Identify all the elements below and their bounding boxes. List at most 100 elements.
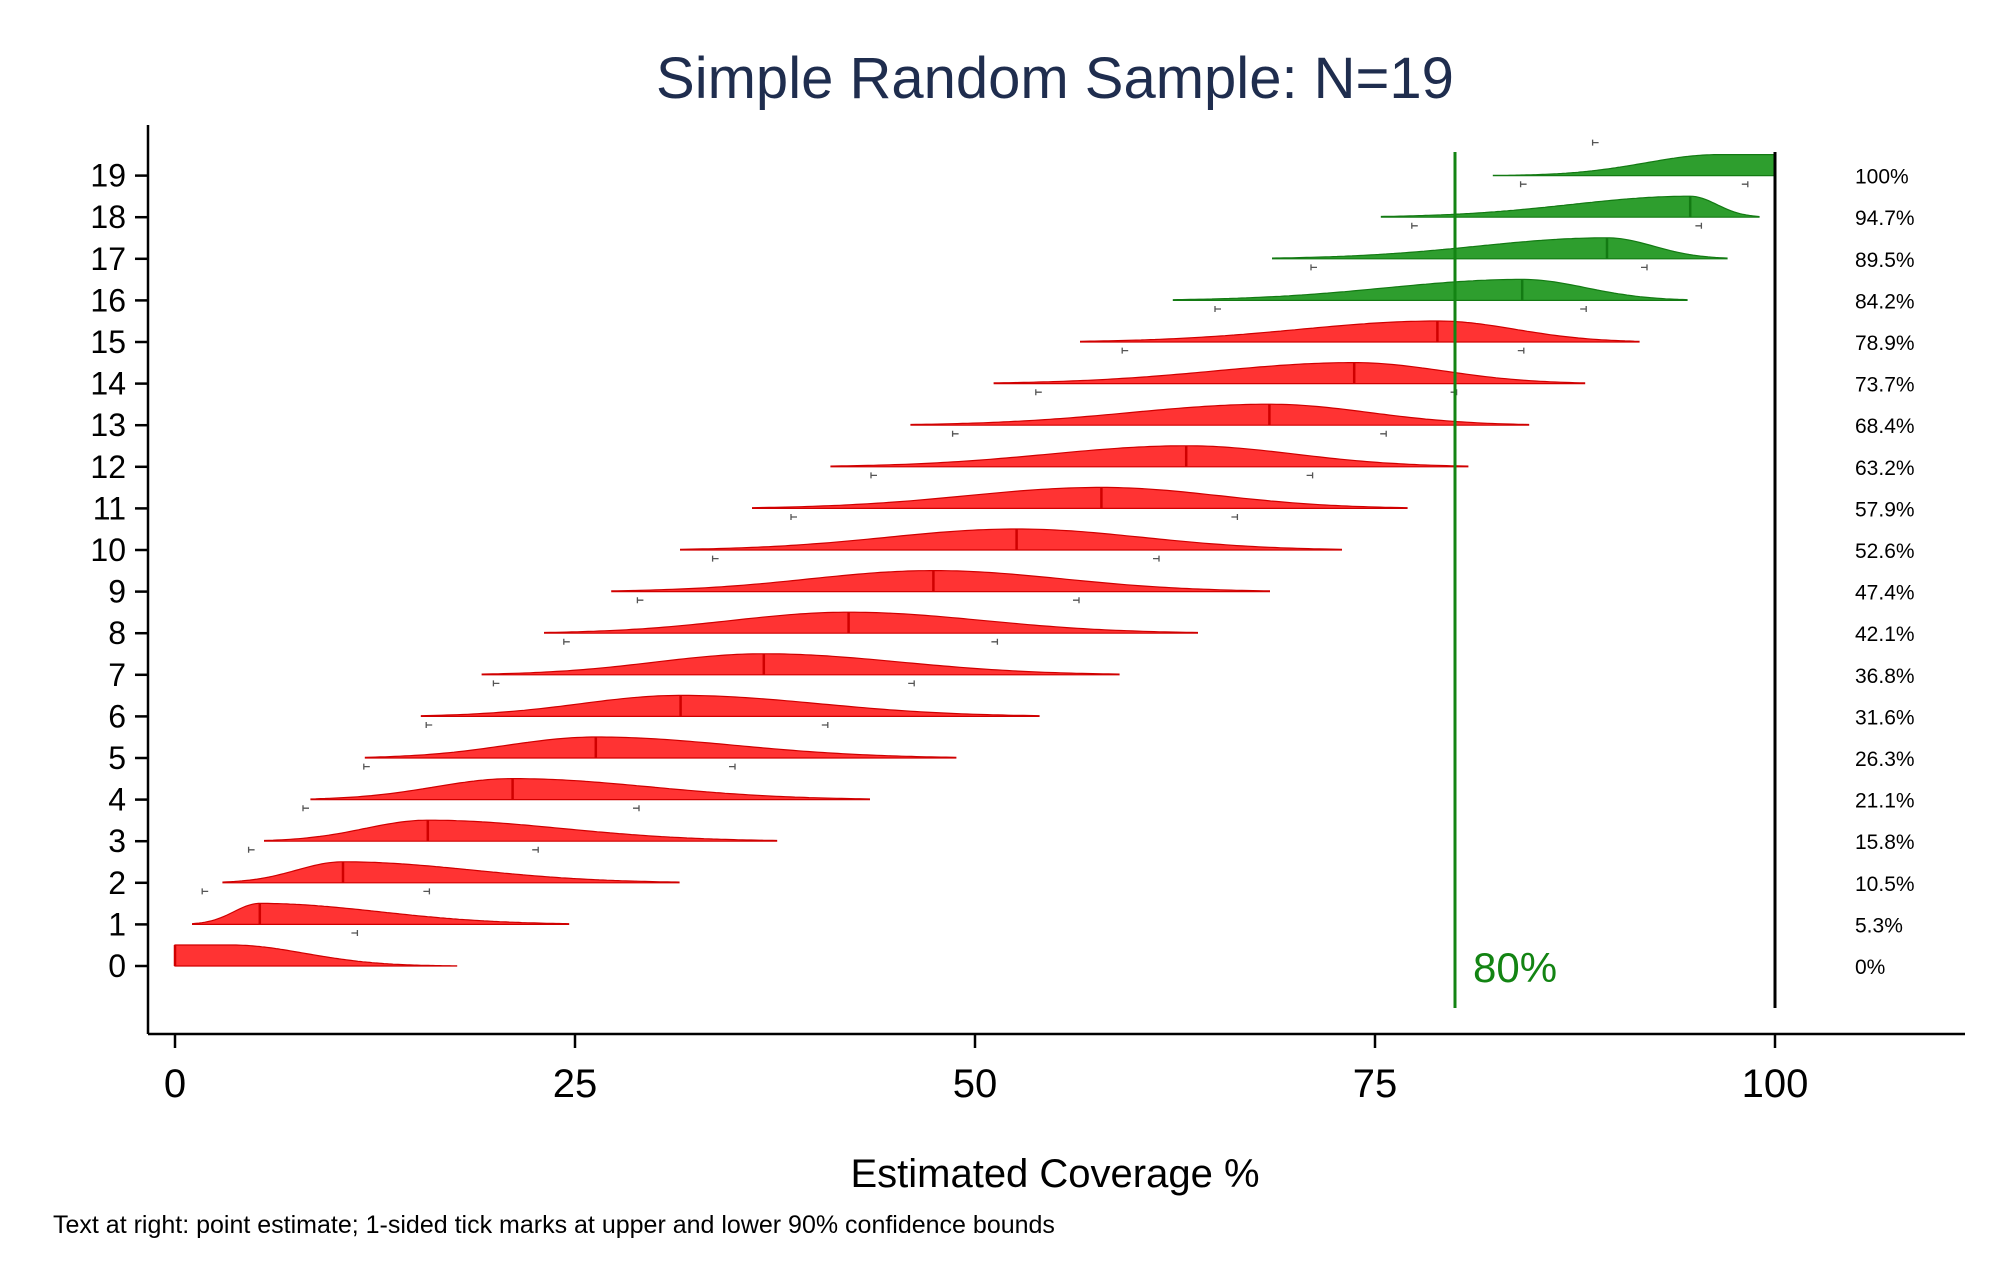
y-tick-label: 19 bbox=[90, 158, 126, 194]
distribution-shape bbox=[680, 528, 1342, 551]
lower-bound-tick bbox=[1121, 347, 1129, 354]
y-tick-label: 8 bbox=[108, 615, 126, 651]
y-tick-label: 0 bbox=[108, 948, 126, 984]
distribution-shape bbox=[752, 486, 1408, 509]
upper-bound-tick bbox=[1580, 306, 1587, 312]
lower-bound-tick bbox=[790, 514, 797, 520]
lower-bound-tick bbox=[302, 805, 309, 812]
upper-bound-tick bbox=[1380, 430, 1387, 437]
upper-bound-tick bbox=[821, 722, 829, 728]
distribution-shape bbox=[192, 902, 570, 925]
distribution-shape bbox=[222, 861, 680, 884]
upper-bound-tick bbox=[729, 763, 736, 770]
upper-bound-tick bbox=[633, 805, 640, 812]
distribution-shape bbox=[910, 403, 1530, 426]
y-tick-label: 15 bbox=[90, 324, 126, 360]
estimate-label: 94.7% bbox=[1855, 207, 1915, 230]
distribution-shape bbox=[364, 736, 957, 759]
estimate-label: 68.4% bbox=[1855, 415, 1915, 438]
y-tick-label: 13 bbox=[90, 407, 126, 443]
lower-bound-tick bbox=[201, 888, 209, 895]
upper-bound-tick bbox=[423, 888, 431, 895]
upper-bound-tick bbox=[351, 930, 359, 936]
lower-bound-tick bbox=[636, 597, 644, 604]
lower-bound-tick bbox=[951, 430, 959, 437]
distribution-shape bbox=[1492, 154, 1776, 177]
lower-bound-tick bbox=[1310, 264, 1317, 271]
upper-bound-tick bbox=[1517, 347, 1525, 354]
estimate-label: 26.3% bbox=[1855, 748, 1915, 771]
y-tick-label: 7 bbox=[108, 657, 126, 693]
y-tick-label: 10 bbox=[90, 532, 126, 568]
estimate-label: 0% bbox=[1855, 956, 1885, 979]
upper-bound-tick bbox=[1641, 264, 1648, 271]
distribution-shape bbox=[993, 362, 1586, 385]
x-tick-label: 50 bbox=[953, 1062, 998, 1106]
threshold-label: 80% bbox=[1473, 944, 1557, 991]
lower-bound-tick bbox=[711, 555, 719, 562]
estimate-label: 47.4% bbox=[1855, 582, 1915, 605]
y-tick-label: 11 bbox=[93, 490, 126, 526]
y-tick-label: 16 bbox=[90, 282, 126, 318]
estimate-label: 63.2% bbox=[1855, 457, 1915, 480]
distribution-shape bbox=[1172, 278, 1688, 301]
estimate-label: 100% bbox=[1855, 166, 1909, 189]
lower-bound-tick bbox=[563, 638, 570, 645]
estimate-label: 78.9% bbox=[1855, 332, 1915, 355]
estimate-label: 15.8% bbox=[1855, 831, 1915, 854]
y-tick-label: 6 bbox=[108, 698, 126, 734]
estimate-label: 36.8% bbox=[1855, 665, 1915, 688]
estimate-label: 21.1% bbox=[1855, 790, 1915, 813]
chart-note: Text at right: point estimate; 1-sided t… bbox=[53, 1211, 1055, 1239]
y-tick-label: 3 bbox=[108, 823, 126, 859]
upper-bound-tick bbox=[1153, 555, 1160, 562]
upper-bound-tick bbox=[1741, 181, 1749, 188]
lower-bound-tick bbox=[247, 846, 255, 853]
estimate-label: 89.5% bbox=[1855, 249, 1915, 272]
lower-bound-tick bbox=[870, 472, 877, 479]
distribution-shape bbox=[544, 611, 1198, 634]
upper-bound-tick bbox=[1306, 472, 1314, 479]
lower-bound-tick bbox=[1519, 181, 1527, 188]
x-tick-label: 100 bbox=[1742, 1062, 1809, 1106]
upper-bound-tick bbox=[908, 680, 915, 687]
estimate-label: 31.6% bbox=[1855, 706, 1915, 729]
estimate-label: 73.7% bbox=[1855, 374, 1915, 397]
estimate-label: 5.3% bbox=[1855, 914, 1903, 937]
upper-bound-tick bbox=[1695, 222, 1703, 229]
lower-bound-tick bbox=[1411, 222, 1418, 229]
y-tick-label: 17 bbox=[90, 241, 126, 277]
plot-area: 0 25 50 75 100012345678910111213141516171819… bbox=[90, 125, 1965, 1106]
lower-bound-tick bbox=[492, 680, 500, 687]
x-tick-label: 75 bbox=[1353, 1062, 1398, 1106]
x-tick-label: 0 bbox=[164, 1062, 186, 1106]
y-tick-label: 2 bbox=[108, 865, 126, 901]
estimate-label: 10.5% bbox=[1855, 873, 1915, 896]
estimate-label: 57.9% bbox=[1855, 498, 1915, 521]
distribution-shape bbox=[1272, 237, 1728, 260]
distribution-shape bbox=[611, 570, 1270, 593]
distribution-shape bbox=[1380, 195, 1760, 218]
lower-bound-tick bbox=[1591, 139, 1599, 146]
upper-bound-tick bbox=[1231, 514, 1239, 520]
lower-bound-tick bbox=[363, 763, 370, 770]
estimate-label: 52.6% bbox=[1855, 540, 1915, 563]
chart-title: Simple Random Sample: N=19 bbox=[656, 46, 1454, 111]
distribution-shape bbox=[310, 778, 870, 801]
lower-bound-tick bbox=[1035, 389, 1042, 396]
estimate-label: 84.2% bbox=[1855, 290, 1915, 313]
y-tick-label: 12 bbox=[90, 449, 126, 485]
distribution-shape bbox=[481, 653, 1120, 676]
distribution-shape bbox=[174, 944, 458, 967]
distribution-shape bbox=[420, 694, 1040, 717]
y-tick-label: 9 bbox=[108, 574, 126, 610]
y-tick-label: 14 bbox=[90, 366, 126, 402]
y-tick-label: 4 bbox=[108, 782, 126, 818]
y-tick-label: 18 bbox=[90, 199, 126, 235]
y-tick-label: 5 bbox=[108, 740, 126, 776]
upper-bound-tick bbox=[991, 638, 999, 645]
estimate-label: 42.1% bbox=[1855, 623, 1915, 646]
distribution-shape bbox=[830, 445, 1469, 468]
x-tick-label: 25 bbox=[553, 1062, 598, 1106]
